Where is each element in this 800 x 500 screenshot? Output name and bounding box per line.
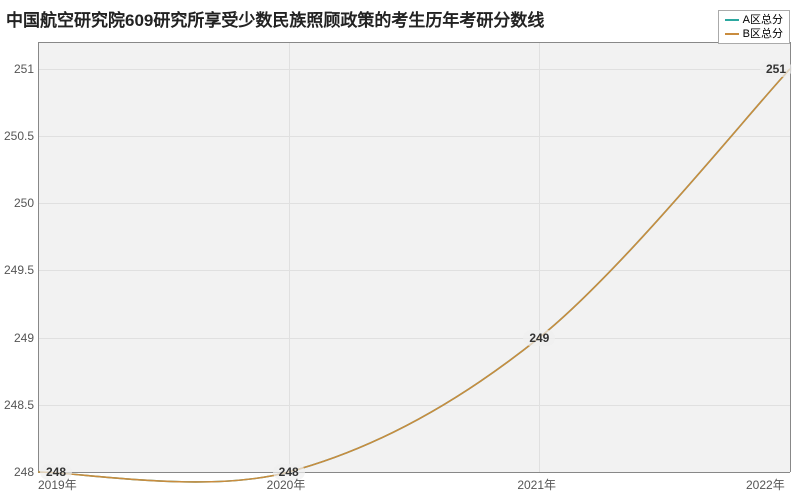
data-point-label: 249 (523, 330, 555, 346)
y-tick-label: 248.5 (4, 398, 34, 412)
line-series-svg (38, 42, 790, 472)
series-line (38, 69, 790, 482)
data-point-label: 251 (760, 61, 792, 77)
axis-line (790, 42, 791, 472)
legend: A区总分B区总分 (718, 10, 790, 44)
legend-swatch (725, 33, 739, 35)
y-tick-label: 249 (14, 331, 34, 345)
series-line (38, 69, 790, 482)
chart-container: 中国航空研究院609研究所享受少数民族照顾政策的考生历年考研分数线 248 248… (0, 0, 800, 500)
y-tick-label: 250.5 (4, 129, 34, 143)
x-tick-label: 2019年 (38, 476, 77, 493)
x-tick-label: 2020年 (267, 476, 306, 493)
y-tick-label: 248 (14, 465, 34, 479)
legend-item: B区总分 (725, 27, 783, 41)
plot-area: 248248249251 (38, 42, 790, 472)
legend-label: A区总分 (743, 13, 783, 27)
y-tick-label: 249.5 (4, 263, 34, 277)
y-tick-label: 251 (14, 62, 34, 76)
legend-item: A区总分 (725, 13, 783, 27)
legend-label: B区总分 (743, 27, 783, 41)
legend-swatch (725, 19, 739, 21)
x-tick-label: 2021年 (517, 476, 556, 493)
y-tick-label: 250 (14, 196, 34, 210)
chart-title: 中国航空研究院609研究所享受少数民族照顾政策的考生历年考研分数线 (6, 6, 544, 31)
x-tick-label: 2022年 (746, 476, 785, 493)
axis-line (38, 472, 790, 473)
